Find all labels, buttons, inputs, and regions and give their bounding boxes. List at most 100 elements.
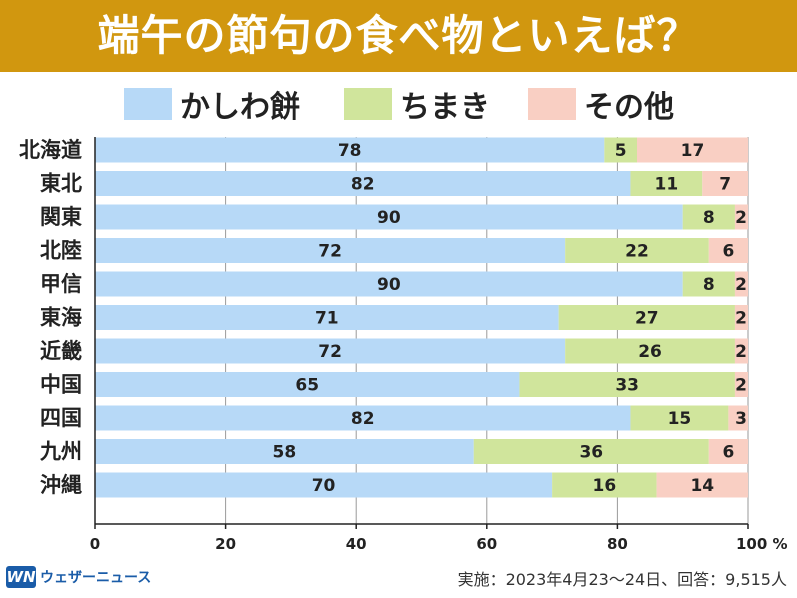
- bar-segment: [95, 238, 566, 263]
- bar-segment: [95, 372, 520, 397]
- bar-value-label: 90: [377, 208, 401, 228]
- bar-value-label: 2: [735, 376, 747, 396]
- region-label: 東海: [40, 306, 82, 330]
- region-label: 北陸: [40, 239, 82, 263]
- bar-value-label: 78: [338, 141, 362, 161]
- bar-segment: [95, 271, 683, 297]
- bar-segment: [656, 472, 748, 498]
- bar-segment: [95, 338, 566, 364]
- region-label: 北海道: [19, 138, 82, 162]
- bar-value-label: 14: [690, 476, 714, 496]
- bar-segment: [95, 439, 474, 464]
- x-tick-label: 80: [607, 535, 628, 553]
- bar-value-label: 82: [351, 175, 375, 195]
- region-label: 近畿: [40, 339, 82, 363]
- bar-value-label: 65: [295, 376, 319, 396]
- bar-value-label: 6: [722, 242, 734, 262]
- bar-value-label: 6: [722, 443, 734, 463]
- bar-segment: [558, 305, 735, 330]
- bar-value-label: 70: [312, 476, 336, 496]
- bar-value-label: 8: [703, 275, 715, 295]
- bar-segment: [682, 204, 735, 230]
- bar-segment: [734, 271, 748, 297]
- bar-value-label: 26: [638, 342, 662, 362]
- x-tick-label: 100 %: [736, 535, 788, 553]
- bar-segment: [95, 405, 631, 431]
- bar-segment: [565, 338, 735, 364]
- legend-label-other: その他: [584, 90, 674, 125]
- x-tick-label: 60: [476, 535, 497, 553]
- bar-value-label: 72: [318, 242, 342, 262]
- bar-segment: [682, 271, 735, 297]
- bar-segment: [565, 238, 709, 263]
- legend-item-kashiwamochi: かしわ餅: [124, 86, 300, 125]
- bar-segment: [95, 204, 683, 230]
- title-bar: 端午の節句の食べ物といえば？: [0, 0, 797, 72]
- legend-item-chimaki: ちまき: [344, 86, 490, 125]
- bar-segment: [473, 439, 709, 464]
- legend: かしわ餅 ちまき その他: [0, 72, 797, 132]
- bar-value-label: 33: [615, 376, 639, 396]
- region-label: 四国: [40, 406, 82, 430]
- region-label: 関東: [40, 205, 82, 229]
- bar-value-label: 82: [351, 409, 375, 429]
- bar-segment: [728, 405, 748, 431]
- bar-value-label: 2: [735, 275, 747, 295]
- region-label: 東北: [40, 172, 82, 196]
- region-label: 中国: [40, 373, 82, 397]
- legend-label-kashiwamochi: かしわ餅: [180, 90, 300, 125]
- bar-value-label: 90: [377, 275, 401, 295]
- bar-value-label: 2: [735, 208, 747, 228]
- logo-mark: WN: [6, 566, 36, 588]
- bar-segment: [636, 137, 748, 163]
- bar-value-label: 27: [635, 309, 659, 329]
- bar-segment: [702, 171, 748, 196]
- bar-value-label: 8: [703, 208, 715, 228]
- bar-value-label: 5: [615, 141, 627, 161]
- bar-value-label: 2: [735, 342, 747, 362]
- bar-segment: [734, 338, 748, 364]
- chart-title: 端午の節句の食べ物といえば？: [97, 11, 700, 60]
- bar-segment: [708, 238, 748, 263]
- weathernews-logo: WN ウェザーニュース: [6, 562, 151, 592]
- bar-value-label: 7: [719, 175, 731, 195]
- bar-segment: [519, 372, 735, 397]
- bar-value-label: 11: [655, 175, 679, 195]
- bar-segment: [734, 305, 748, 330]
- bar-segment: [95, 171, 631, 196]
- bar-value-label: 16: [593, 476, 617, 496]
- x-tick-label: 40: [346, 535, 367, 553]
- x-tick-label: 0: [90, 535, 100, 553]
- bar-value-label: 2: [735, 309, 747, 329]
- bar-segment: [734, 372, 748, 397]
- bar-segment: [630, 405, 729, 431]
- bar-segment: [95, 137, 605, 163]
- bar-value-label: 72: [318, 342, 342, 362]
- legend-swatch-kashiwamochi: [124, 88, 172, 120]
- legend-swatch-other: [528, 88, 576, 120]
- legend-swatch-chimaki: [344, 88, 392, 120]
- x-tick-label: 20: [215, 535, 236, 553]
- legend-label-chimaki: ちまき: [400, 90, 490, 125]
- bar-value-label: 22: [625, 242, 649, 262]
- bar-segment: [708, 439, 748, 464]
- bar-segment: [552, 472, 657, 498]
- region-label: 甲信: [40, 272, 82, 296]
- legend-item-other: その他: [528, 86, 674, 125]
- logo-text: ウェザーニュース: [40, 570, 152, 586]
- bar-value-label: 15: [668, 409, 692, 429]
- bar-segment: [630, 171, 703, 196]
- bar-value-label: 58: [273, 443, 297, 463]
- bar-value-label: 36: [579, 443, 603, 463]
- bar-value-label: 17: [681, 141, 705, 161]
- bar-segment: [95, 305, 559, 330]
- source-note: 実施：2023年4月23～24日、回答：9,515人: [457, 570, 787, 589]
- region-label: 沖縄: [40, 473, 82, 497]
- bar-value-label: 71: [315, 309, 339, 329]
- bar-segment: [734, 204, 748, 230]
- bar-segment: [604, 137, 637, 163]
- bar-segment: [95, 472, 553, 498]
- bar-value-label: 3: [735, 409, 747, 429]
- region-label: 九州: [39, 440, 82, 464]
